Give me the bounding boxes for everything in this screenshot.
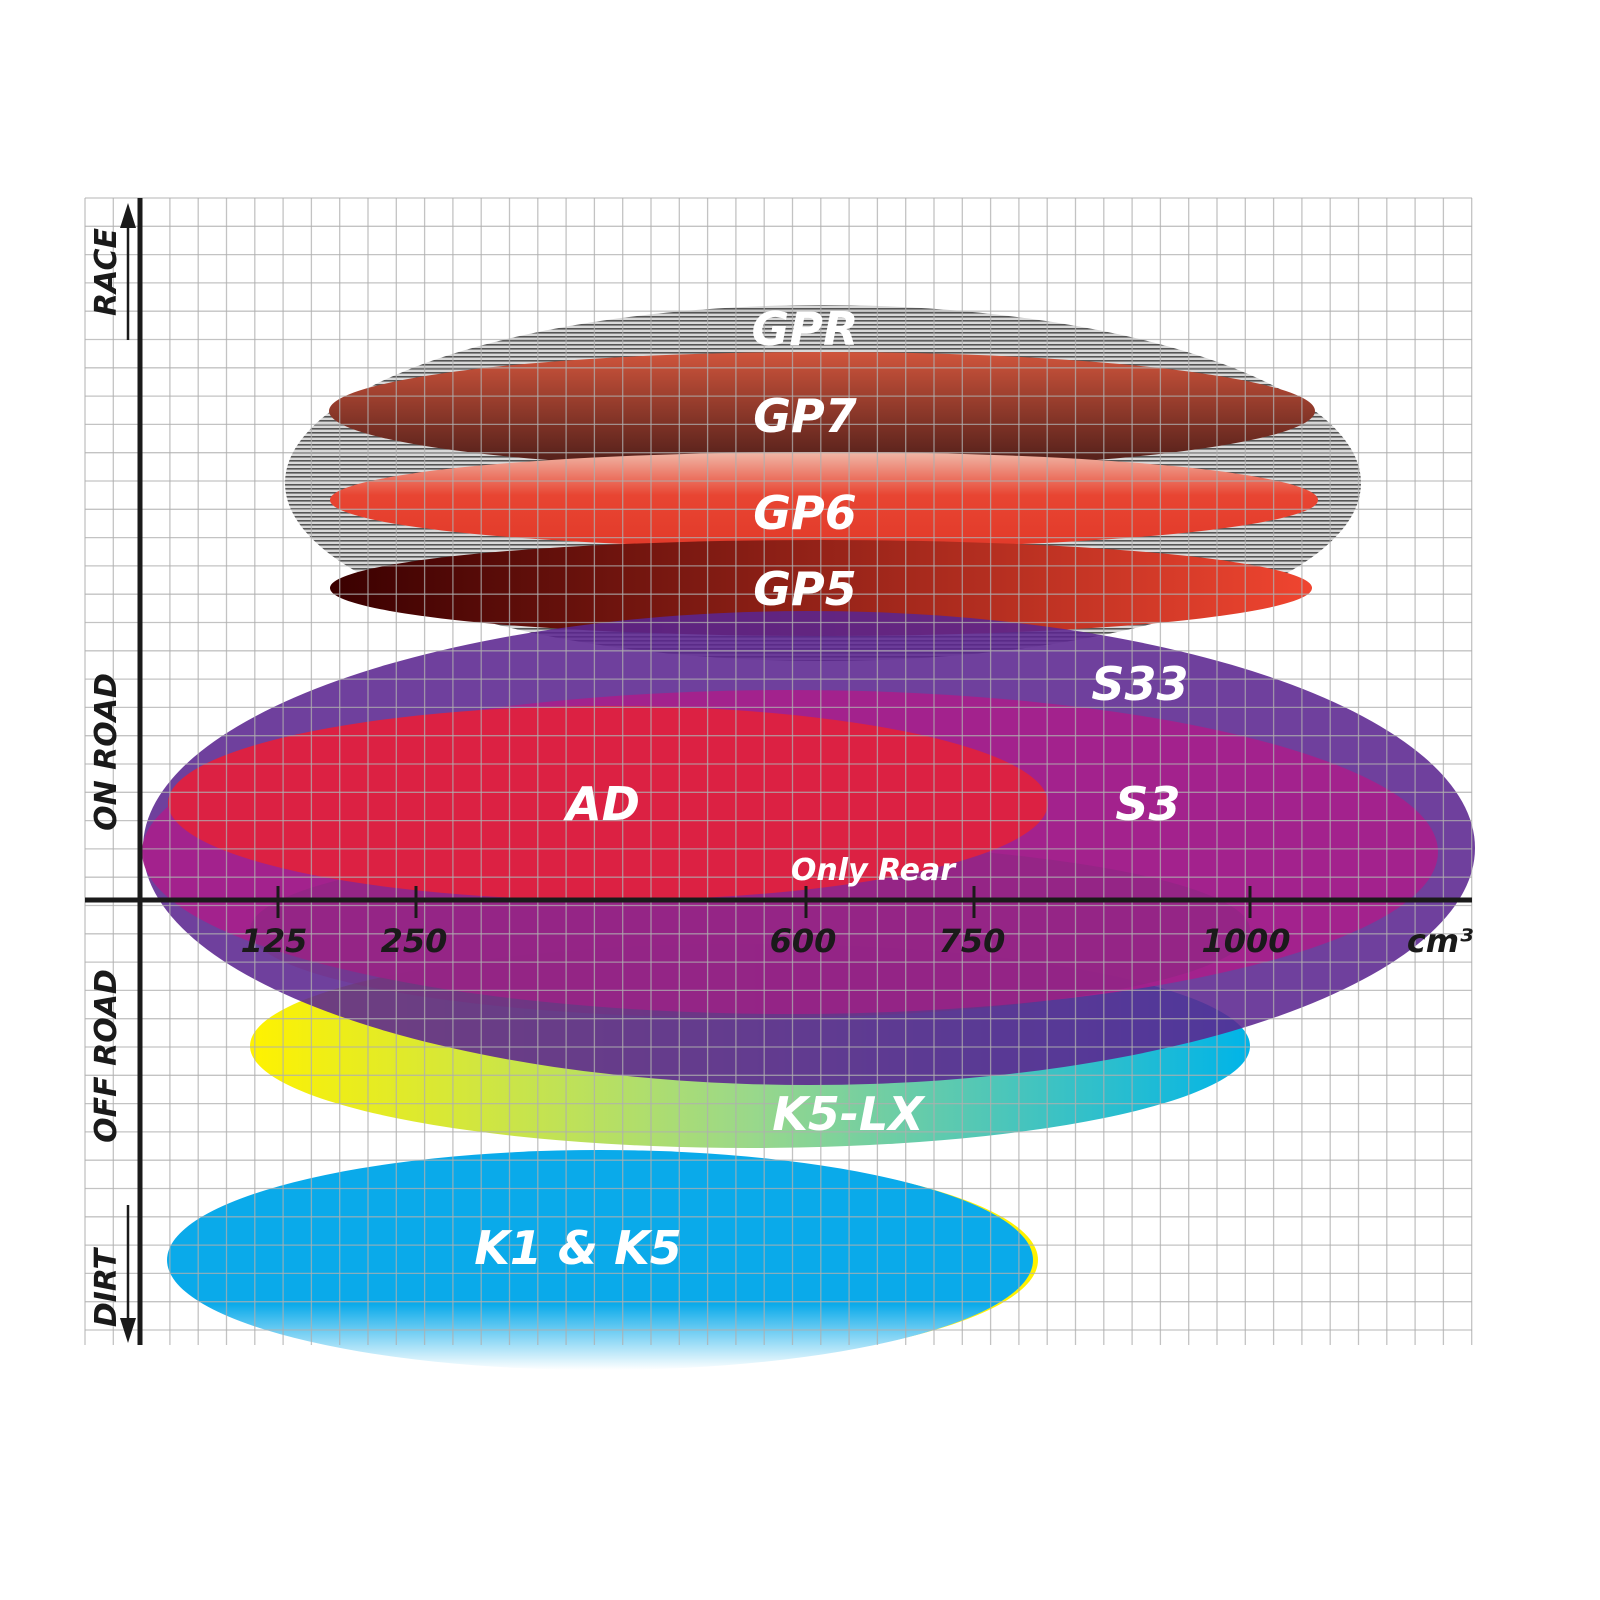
- dirt-arrow-icon: [120, 1205, 136, 1343]
- x-tick-label: 750: [939, 922, 1006, 960]
- race-arrow-icon: [120, 203, 136, 340]
- label-s33: S33: [1091, 657, 1188, 711]
- label-gp5: GP5: [753, 562, 856, 616]
- label-s3: S3: [1115, 777, 1180, 831]
- label-gpr: GPR: [752, 302, 859, 356]
- axes: RACE ON ROAD OFF ROAD DIRT 125 250 600 7…: [85, 198, 1473, 1345]
- label-k1-k5: K1 & K5: [474, 1221, 681, 1275]
- grid: [84, 197, 1473, 1345]
- x-unit-label: cm³: [1407, 922, 1473, 960]
- range-ellipses: [142, 305, 1475, 1370]
- x-tick-label: 125: [241, 922, 308, 960]
- y-label-race: RACE: [89, 228, 124, 316]
- y-label-dirt: DIRT: [89, 1246, 124, 1327]
- label-gp7: GP7: [753, 389, 856, 443]
- x-tick-label: 600: [770, 922, 837, 960]
- y-label-on-road: ON ROAD: [89, 673, 124, 831]
- x-tick-label: 250: [381, 922, 448, 960]
- ad-range: [168, 706, 1048, 900]
- label-gp6: GP6: [753, 486, 856, 540]
- label-only-rear: Only Rear: [791, 853, 957, 888]
- label-ad: AD: [563, 777, 640, 831]
- y-label-off-road: OFF ROAD: [89, 969, 124, 1143]
- label-k5lx: K5-LX: [772, 1087, 926, 1141]
- k1k5-range: [167, 1150, 1033, 1370]
- product-labels: GPR GP7 GP6 GP5 S33 S3 AD Only Rear K5-L…: [474, 302, 1188, 1275]
- gp6-range: [330, 452, 1318, 548]
- x-tick-label: 1000: [1201, 922, 1290, 960]
- gp7-range: [329, 352, 1315, 470]
